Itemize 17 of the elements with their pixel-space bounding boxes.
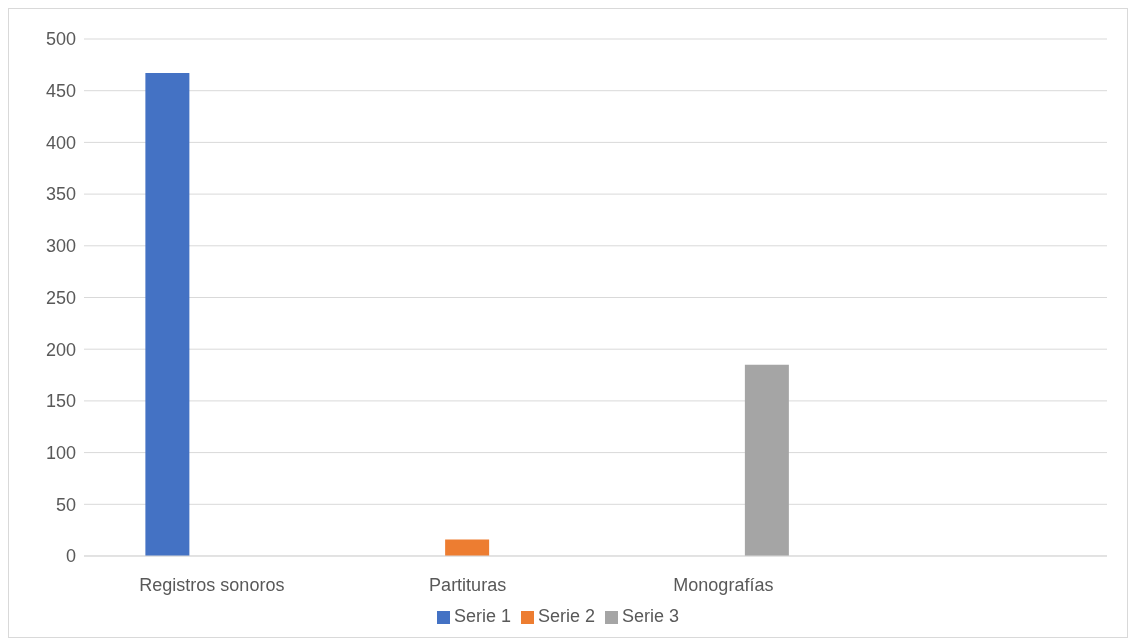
- x-tick-label: Partituras: [429, 574, 507, 595]
- y-tick-label: 200: [45, 339, 76, 360]
- legend-label: Serie 3: [622, 606, 680, 626]
- y-tick-label: 350: [45, 184, 76, 205]
- y-tick-label: 300: [45, 236, 76, 257]
- x-tick-label: Registros sonoros: [139, 574, 285, 595]
- y-tick-label: 0: [65, 546, 76, 567]
- legend-label: Serie 1: [453, 606, 511, 626]
- y-tick-label: 100: [45, 442, 76, 463]
- y-tick-label: 400: [45, 132, 76, 153]
- y-tick-label: 50: [55, 494, 76, 515]
- y-tick-label: 450: [45, 81, 76, 102]
- x-tick-label: Monografías: [673, 574, 774, 595]
- y-tick-label: 250: [45, 287, 76, 308]
- y-tick-label: 150: [45, 391, 76, 412]
- y-tick-label: 500: [45, 29, 76, 50]
- legend-label: Serie 2: [537, 606, 596, 626]
